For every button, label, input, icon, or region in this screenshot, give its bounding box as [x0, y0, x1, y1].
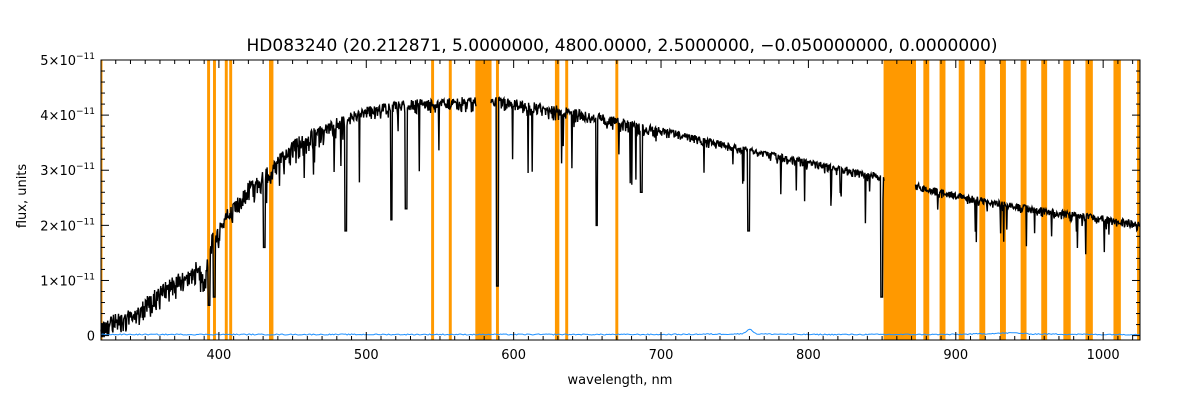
x-tick-label: 700	[649, 348, 674, 363]
masked-region	[999, 60, 1006, 340]
spectrum-line	[100, 95, 1141, 338]
masked-region	[1020, 60, 1027, 340]
masked-region	[939, 60, 946, 340]
y-tick-label: 3×10−11	[40, 162, 95, 179]
y-tick-label: 2×10−11	[40, 217, 95, 234]
masked-region	[923, 60, 930, 340]
masked-region	[448, 60, 452, 340]
y-tick-mantissa: 1×10	[40, 274, 76, 289]
y-tick-exponent: −11	[76, 162, 95, 172]
masked-region	[615, 60, 619, 340]
x-tick-label: 800	[796, 348, 821, 363]
masked-region	[269, 60, 274, 340]
x-tick-label: 1000	[1087, 348, 1120, 363]
ticks: 400 500 600 700 800 900 100001×10−112×10−113×1…	[40, 52, 1140, 363]
y-tick-mantissa: 2×10	[40, 219, 76, 234]
masked-region	[1041, 60, 1048, 340]
masked-region	[213, 60, 216, 340]
y-tick-exponent: −11	[76, 217, 95, 227]
x-tick-label: 400	[206, 348, 231, 363]
series-group	[100, 95, 1141, 338]
x-tick-label: 600	[501, 348, 526, 363]
y-tick-label: 5×10−11	[40, 52, 95, 69]
y-tick-label: 1×10−11	[40, 272, 95, 289]
y-tick-exponent: −11	[76, 272, 95, 282]
y-tick-mantissa: 3×10	[40, 164, 76, 179]
masked-region	[101, 60, 103, 340]
y-axis-label: flux, units	[15, 164, 30, 229]
x-axis-label: wavelength, nm	[568, 373, 673, 388]
y-tick-exponent: −11	[76, 107, 95, 117]
masked-region	[224, 60, 228, 340]
chart-title: HD083240 (20.212871, 5.0000000, 4800.000…	[247, 36, 998, 56]
y-tick-mantissa: 4×10	[40, 109, 76, 124]
masked-region	[1085, 60, 1093, 340]
masked-region	[883, 60, 916, 340]
masked-region	[475, 60, 492, 340]
y-tick-label: 0	[87, 330, 95, 345]
masked-region	[207, 60, 211, 340]
masked-region	[554, 60, 560, 340]
y-tick-mantissa: 0	[87, 330, 95, 345]
masked-region	[495, 60, 499, 340]
error-line	[100, 328, 1141, 336]
y-tick-label: 4×10−11	[40, 107, 95, 124]
masked-region	[565, 60, 569, 340]
plot-frame	[100, 59, 1141, 341]
y-tick-exponent: −11	[76, 52, 95, 62]
masked-region	[1137, 60, 1140, 340]
masked-region	[229, 60, 233, 340]
y-tick-mantissa: 5×10	[40, 54, 76, 69]
masked-region	[958, 60, 965, 340]
masked-region	[1063, 60, 1071, 340]
masked-region	[431, 60, 435, 340]
x-tick-label: 500	[354, 348, 379, 363]
axes	[100, 59, 1141, 341]
x-tick-label: 900	[943, 348, 968, 363]
masked-region	[1113, 60, 1121, 340]
